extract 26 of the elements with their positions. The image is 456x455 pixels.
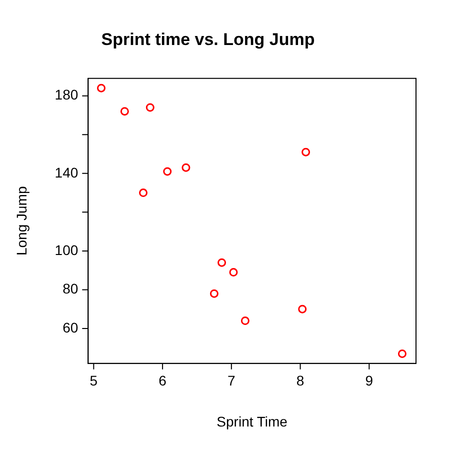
point [96, 84, 106, 92]
y-tick-label: 100 [54, 242, 78, 258]
chart-title: Sprint time vs. Long Jump [101, 30, 315, 49]
point [229, 268, 238, 277]
x-tick-label: 7 [228, 372, 236, 389]
point [139, 188, 148, 198]
point [163, 167, 172, 176]
y-axis-title: Long Jump [13, 186, 30, 256]
y-tick-label: 60 [62, 319, 78, 336]
point [218, 258, 226, 267]
point [302, 148, 310, 156]
y-tick-label: 180 [54, 86, 78, 103]
x-tick-label: 5 [90, 372, 98, 389]
point [210, 289, 218, 298]
point [298, 304, 307, 314]
point [398, 349, 406, 358]
point [182, 163, 190, 172]
point [146, 103, 154, 112]
x-tick-label: 9 [365, 372, 374, 389]
x-tick-label: 8 [296, 372, 304, 389]
y-tick-label: 140 [54, 164, 78, 180]
x-axis-title: Sprint Time [216, 413, 288, 430]
y-tick-label: 80 [62, 280, 78, 297]
point [120, 107, 129, 116]
x-tick-label: 6 [158, 372, 167, 389]
point [240, 316, 250, 325]
